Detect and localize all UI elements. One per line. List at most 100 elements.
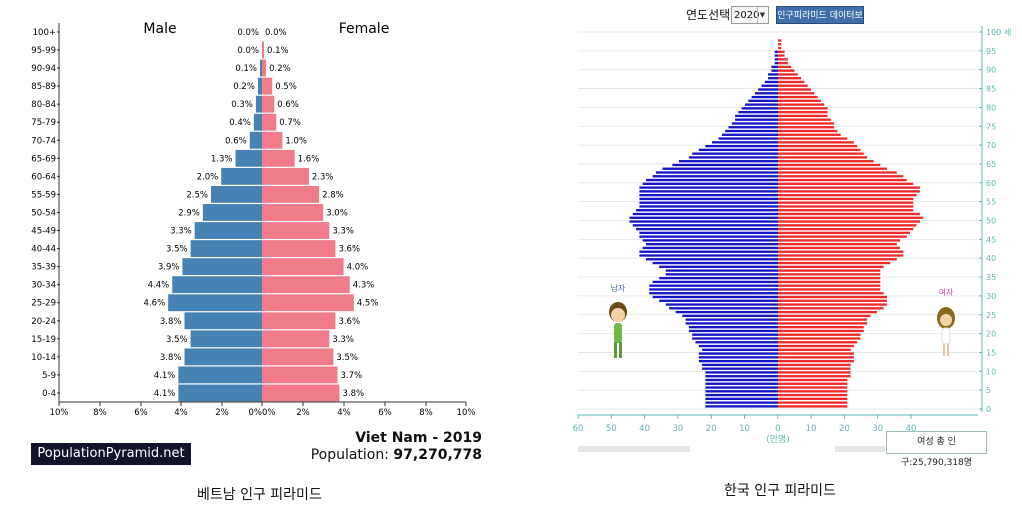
- male-bar: [705, 393, 778, 397]
- age-tick-label: 20-24: [31, 317, 56, 327]
- male-bar: [705, 401, 778, 404]
- male-value-label: 0.1%: [235, 64, 257, 74]
- age-tick-label: 30-34: [31, 281, 56, 291]
- female-bar: [778, 114, 828, 118]
- female-bar: [778, 322, 868, 325]
- age-tick-label: 70-74: [31, 136, 56, 146]
- male-bar: [735, 114, 778, 118]
- male-bar: [178, 384, 262, 402]
- x-tick-label: 2%: [296, 408, 310, 418]
- male-bar: [255, 95, 262, 113]
- female-bar: [778, 329, 864, 333]
- female-bar: [778, 212, 920, 216]
- male-bar: [629, 216, 778, 219]
- age-tick-label: 35-39: [31, 263, 56, 273]
- age-tick-label: 55-59: [31, 190, 56, 200]
- female-bar: [262, 294, 354, 312]
- male-bar: [639, 197, 778, 201]
- female-value-label: 2.8%: [322, 190, 344, 200]
- male-bar: [692, 337, 778, 340]
- year-select[interactable]: 2020 ▼: [731, 6, 769, 24]
- female-bar: [778, 193, 917, 197]
- male-bar: [659, 265, 778, 268]
- female-bar: [262, 330, 330, 348]
- vietnam-caption: 베트남 인구 피라미드: [197, 487, 322, 503]
- female-bar: [778, 122, 835, 125]
- male-bar: [705, 405, 778, 408]
- age-tick-label: 100 세: [986, 28, 1011, 37]
- male-bar: [184, 348, 262, 366]
- male-bar: [649, 292, 778, 295]
- female-total-box: 여성 총 인구:25,790,318명: [886, 431, 987, 468]
- x-tick-label: 30: [672, 424, 683, 434]
- female-bar: [778, 133, 841, 136]
- x-tick-label: 20: [839, 424, 850, 434]
- year-select-value: 2020: [734, 10, 760, 21]
- age-tick-label: 40: [986, 254, 996, 263]
- female-bar: [778, 61, 788, 65]
- female-bar: [778, 205, 914, 208]
- male-bar: [698, 359, 778, 363]
- male-value-label: 2.0%: [197, 172, 219, 182]
- male-value-label: 3.5%: [166, 245, 188, 255]
- female-bar: [778, 65, 792, 69]
- female-bar: [778, 318, 868, 321]
- male-value-label: 0.4%: [229, 118, 251, 128]
- female-bar: [262, 222, 330, 239]
- male-bar: [639, 235, 778, 238]
- x-tick-label: 8%: [93, 408, 107, 418]
- x-tick-label: 6%: [134, 408, 148, 418]
- male-bar: [705, 390, 778, 393]
- male-bar: [768, 77, 778, 80]
- female-bar: [262, 276, 350, 294]
- male-bar: [190, 330, 262, 348]
- female-bar: [778, 58, 788, 61]
- x-tick-label: 6%: [378, 408, 392, 418]
- male-bar: [652, 295, 778, 299]
- x-tick-label: 20: [706, 424, 717, 434]
- female-figure-label: 여자: [939, 287, 954, 297]
- pyramid-data-button[interactable]: 인구피라미드 데이터보기: [776, 6, 864, 39]
- male-value-label: 0.2%: [233, 82, 255, 92]
- female-bar: [778, 39, 782, 42]
- male-bar: [688, 329, 778, 333]
- x-tick-label: 4%: [337, 408, 351, 418]
- female-value-label: 3.7%: [340, 371, 362, 381]
- female-bar: [778, 118, 831, 121]
- female-bar: [778, 144, 858, 148]
- female-bar: [778, 405, 848, 408]
- male-bar: [705, 397, 778, 401]
- female-value-label: 0.5%: [275, 82, 297, 92]
- male-bar: [639, 254, 778, 257]
- male-bar: [211, 186, 262, 203]
- male-bar: [646, 243, 778, 246]
- male-bar: [259, 59, 262, 77]
- male-bar: [639, 193, 778, 197]
- male-value-label: 4.6%: [144, 299, 166, 309]
- scrollbar-track[interactable]: [578, 446, 690, 452]
- male-bar: [184, 312, 262, 330]
- unit-label: (만명): [766, 434, 790, 445]
- female-bar: [778, 137, 848, 140]
- female-bar: [778, 341, 858, 344]
- x-tick-label: 10: [739, 424, 750, 434]
- male-bar: [695, 341, 778, 344]
- female-bar: [778, 141, 854, 144]
- female-bar: [778, 235, 907, 238]
- male-bar: [748, 99, 778, 103]
- female-bar: [778, 265, 884, 268]
- male-bar: [718, 137, 778, 140]
- female-value-label: 3.0%: [326, 208, 348, 218]
- age-tick-label: 80-84: [31, 100, 56, 110]
- male-bar: [698, 344, 778, 348]
- female-bar: [262, 149, 295, 167]
- male-value-label: 3.9%: [158, 263, 180, 273]
- male-bar: [774, 58, 778, 61]
- scrollbar-track[interactable]: [835, 446, 885, 452]
- age-tick-label: 25: [986, 311, 996, 320]
- male-bar: [672, 163, 778, 167]
- male-bar: [639, 201, 778, 204]
- female-bar: [262, 41, 265, 59]
- male-bar: [702, 367, 778, 370]
- female-bar: [778, 129, 838, 133]
